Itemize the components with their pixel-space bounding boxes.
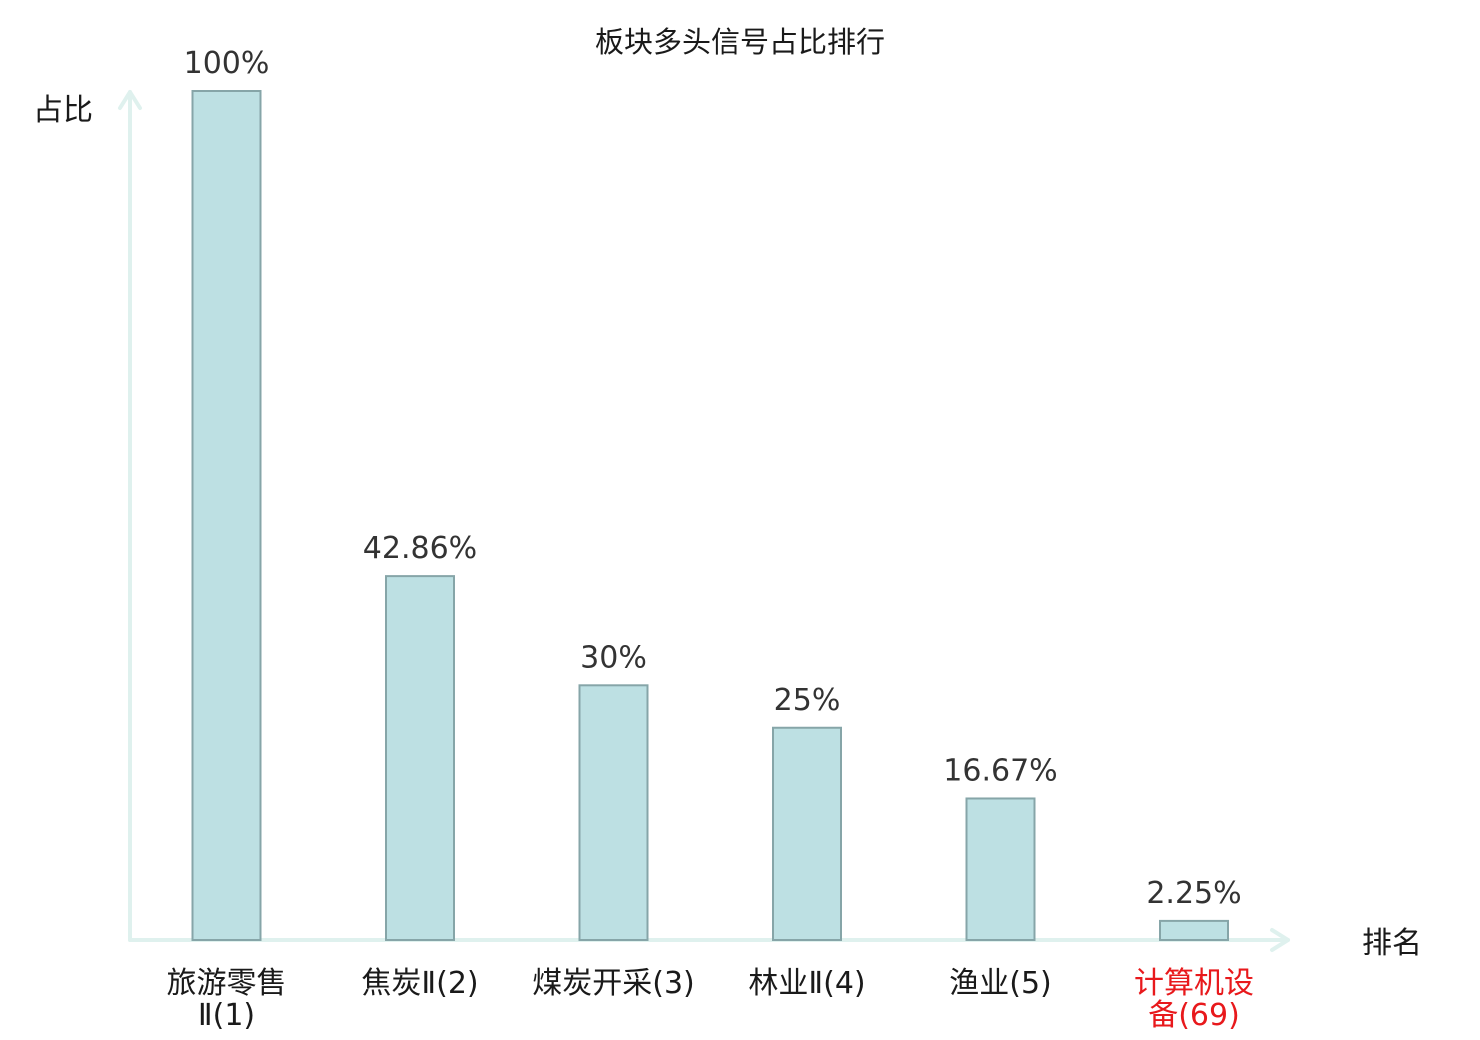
bar-3 <box>578 684 649 941</box>
value-label-3: 30% <box>580 640 647 675</box>
bar-4 <box>772 726 842 941</box>
category-label-1-line-2: Ⅱ(1) <box>198 998 255 1033</box>
y-axis-label: 占比 <box>33 93 93 128</box>
category-label-6-line-2: 备(69) <box>1148 998 1240 1033</box>
value-label-5: 16.67% <box>943 753 1057 788</box>
chart-title: 板块多头信号占比排行 <box>595 25 885 59</box>
x-axis-arrow-icon <box>1270 928 1290 952</box>
bar-2 <box>385 575 455 941</box>
category-label-2: 焦炭Ⅱ(2) <box>361 966 478 1001</box>
bar-6 <box>1159 919 1229 942</box>
axes <box>118 90 1290 952</box>
value-label-6: 2.25% <box>1146 876 1241 911</box>
category-label-3: 煤炭开采(3) <box>532 966 695 1001</box>
category-label-4: 林业Ⅱ(4) <box>748 966 865 1001</box>
value-label-4: 25% <box>774 683 841 718</box>
bar-1 <box>191 90 262 941</box>
category-label-5: 渔业(5) <box>949 966 1052 1001</box>
x-axis-label: 排名 <box>1362 926 1422 961</box>
value-label-2: 42.86% <box>363 531 477 566</box>
y-axis-arrow-icon <box>118 90 142 110</box>
category-label-1-line-1: 旅游零售 <box>167 966 287 1001</box>
bar-5 <box>965 797 1036 941</box>
value-label-1: 100% <box>184 46 270 81</box>
category-label-6-line-1: 计算机设 <box>1134 966 1254 1001</box>
